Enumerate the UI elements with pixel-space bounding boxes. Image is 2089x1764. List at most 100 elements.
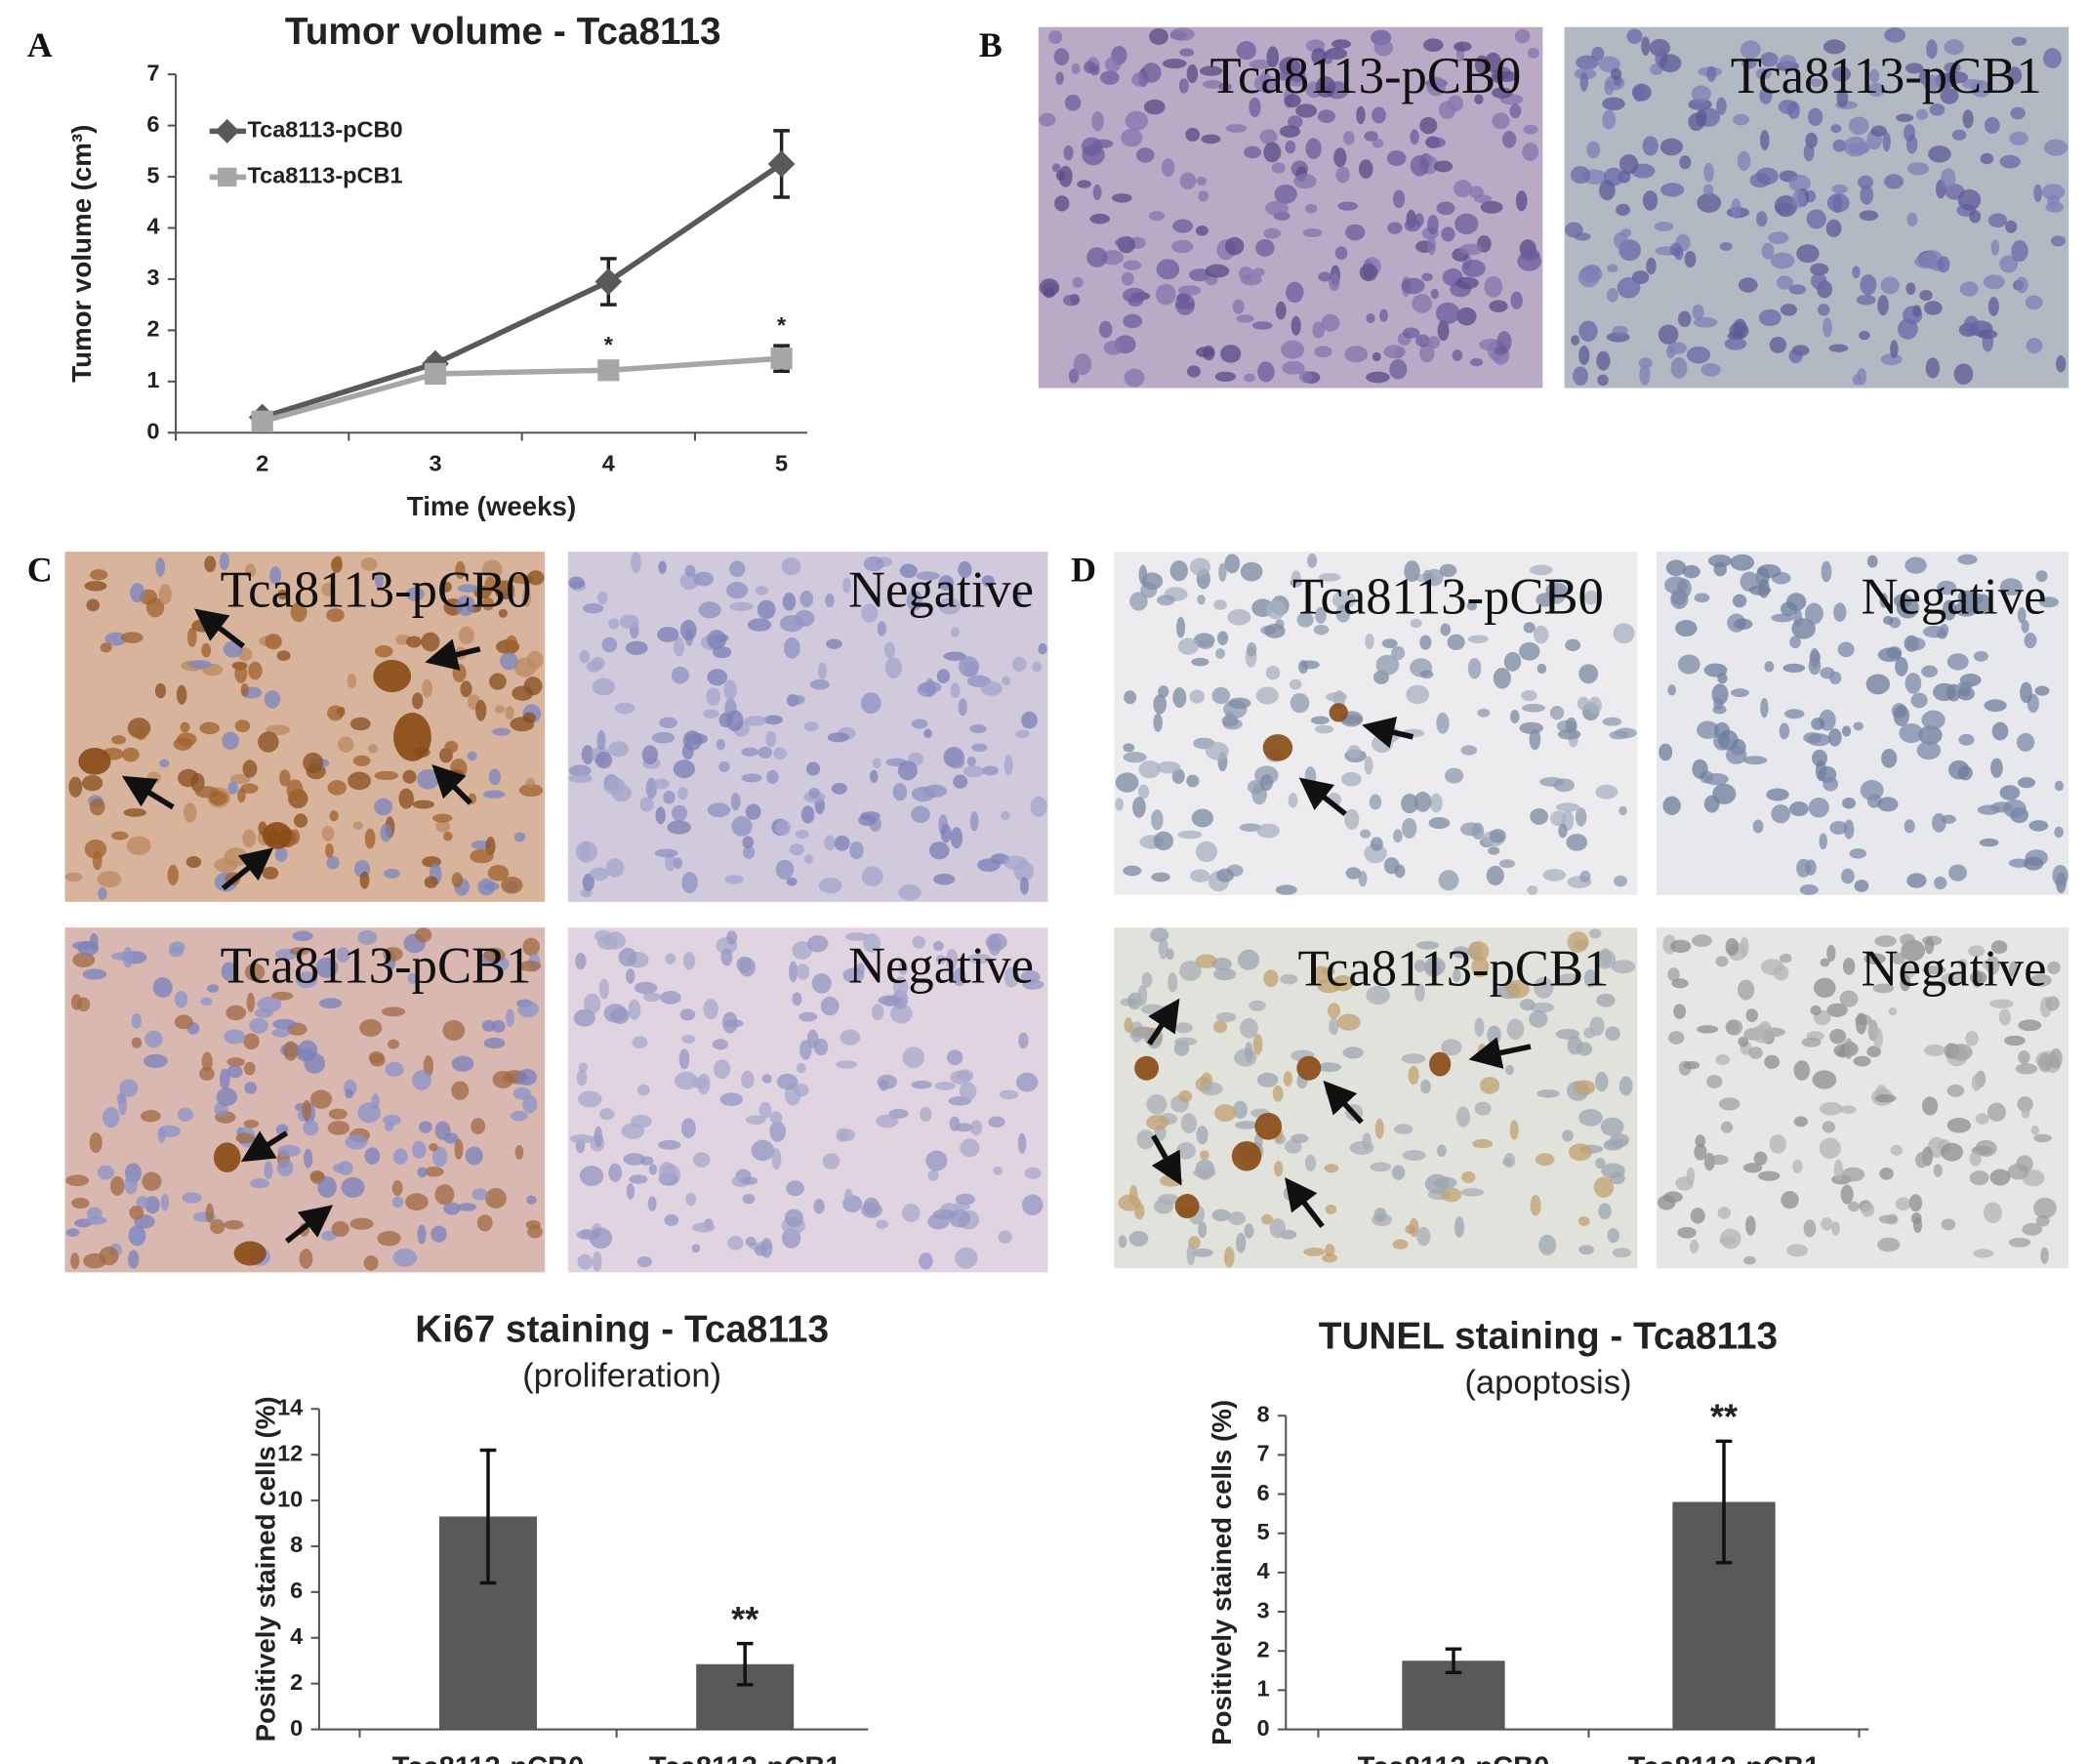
nucleus: [1957, 188, 1982, 211]
nucleus: [932, 941, 944, 952]
nucleus: [1408, 1065, 1419, 1086]
nucleus: [1522, 703, 1546, 713]
nucleus: [703, 999, 718, 1020]
nucleus: [417, 1167, 428, 1178]
nucleus: [1438, 101, 1456, 119]
nucleus: [1197, 595, 1206, 605]
nucleus: [1764, 661, 1775, 673]
nucleus: [1817, 304, 1830, 316]
nucleus: [1137, 784, 1150, 800]
nucleus: [1667, 967, 1680, 982]
nucleus: [800, 805, 815, 824]
nucleus: [383, 868, 400, 879]
nucleus: [1171, 239, 1194, 254]
nucleus: [1874, 935, 1897, 948]
nucleus: [154, 682, 167, 699]
nucleus: [326, 608, 345, 623]
nucleus: [1899, 722, 1924, 744]
nucleus: [518, 783, 544, 798]
nucleus: [1274, 184, 1297, 204]
nucleus: [761, 1074, 772, 1084]
nucleus: [1196, 177, 1207, 185]
nucleus: [1492, 112, 1510, 130]
nucleus: [1404, 219, 1421, 232]
nucleus: [1757, 564, 1782, 579]
nucleus: [660, 991, 681, 1005]
nucleus: [1791, 189, 1807, 208]
nucleus: [971, 743, 988, 753]
nucleus: [1787, 101, 1800, 120]
nucleus: [1151, 809, 1164, 831]
nucleus: [1344, 346, 1369, 363]
nucleus: [1472, 1138, 1494, 1149]
nucleus: [947, 1049, 963, 1066]
nucleus: [1195, 841, 1218, 863]
point: [251, 410, 273, 432]
nucleus: [1821, 1216, 1833, 1231]
nucleus: [786, 1180, 804, 1197]
nucleus: [707, 669, 728, 686]
nucleus: [1567, 1036, 1583, 1055]
nucleus: [299, 1249, 313, 1269]
nucleus: [2045, 996, 2060, 1011]
nucleus: [1232, 299, 1245, 314]
nucleus: [1946, 653, 1969, 671]
nucleus: [579, 649, 591, 664]
nucleus: [1843, 136, 1868, 157]
nucleus: [1583, 590, 1599, 605]
nucleus: [89, 798, 105, 816]
nucleus: [594, 751, 613, 769]
y-tick-label: 8: [290, 1532, 303, 1557]
nucleus: [1021, 711, 1038, 729]
point: [424, 362, 447, 386]
y-tick-label: 6: [290, 1578, 303, 1603]
nucleus: [1610, 1133, 1630, 1147]
nucleus: [70, 1252, 80, 1270]
nucleus: [955, 1247, 978, 1269]
nucleus: [1454, 1216, 1465, 1238]
nucleus: [1848, 116, 1869, 136]
nucleus: [1509, 103, 1522, 119]
nucleus: [1881, 749, 1898, 768]
nucleus: [518, 960, 542, 972]
nucleus: [1613, 875, 1627, 887]
nucleus: [1022, 1194, 1044, 1215]
nucleus: [1570, 166, 1591, 185]
nucleus: [1136, 147, 1155, 163]
nucleus: [741, 1070, 755, 1088]
nucleus: [1015, 1072, 1039, 1092]
nucleus: [2011, 36, 2028, 46]
nucleus: [658, 1162, 676, 1184]
nucleus: [2054, 780, 2065, 792]
nucleus: [1236, 314, 1254, 323]
nucleus: [1140, 1004, 1166, 1015]
nucleus: [65, 1228, 80, 1237]
nucleus: [332, 1163, 346, 1173]
nucleus: [1840, 1105, 1857, 1115]
nucleus: [443, 1202, 461, 1215]
nucleus: [1779, 55, 1797, 68]
nucleus: [2041, 184, 2066, 200]
nucleus: [1803, 1219, 1817, 1238]
nucleus: [911, 805, 930, 824]
nucleus: [789, 961, 799, 983]
nucleus: [234, 663, 248, 683]
nucleus: [303, 1120, 319, 1136]
nucleus: [1227, 608, 1251, 626]
nucleus: [1115, 237, 1135, 248]
nucleus: [1288, 793, 1298, 808]
nucleus: [1017, 1132, 1027, 1154]
nucleus: [940, 824, 952, 843]
nucleus: [264, 690, 281, 709]
nucleus: [861, 603, 879, 623]
nucleus: [817, 662, 828, 680]
nucleus: [871, 1004, 884, 1021]
nucleus: [872, 758, 881, 769]
nucleus: [608, 618, 620, 630]
nucleus: [183, 802, 197, 823]
nucleus: [1278, 71, 1290, 81]
nucleus: [1148, 211, 1166, 222]
nucleus: [1419, 635, 1432, 650]
nucleus: [626, 1183, 635, 1200]
nucleus: [1530, 1002, 1555, 1013]
